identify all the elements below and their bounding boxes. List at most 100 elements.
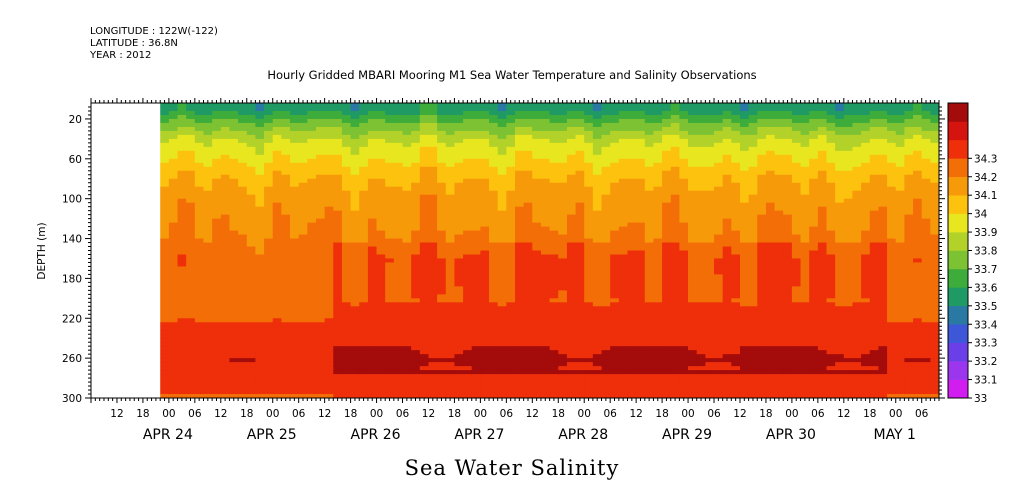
heatmap-cell <box>307 154 317 160</box>
heatmap-cell <box>428 366 438 371</box>
heatmap-cell <box>281 382 291 387</box>
heatmap-cell <box>186 262 196 267</box>
heatmap-cell <box>540 282 551 287</box>
heatmap-cell <box>558 170 568 176</box>
heatmap-cell <box>618 186 628 192</box>
heatmap-cell <box>350 342 360 347</box>
heatmap-cell <box>618 154 628 160</box>
heatmap-cell <box>359 238 369 243</box>
heatmap-cell <box>497 230 507 235</box>
heatmap-cell <box>229 306 239 311</box>
heatmap-cell <box>549 222 559 227</box>
heatmap-cell <box>402 126 412 132</box>
heatmap-cell <box>584 174 594 180</box>
heatmap-cell <box>463 110 473 116</box>
heatmap-cell <box>255 230 265 235</box>
heatmap-cell <box>705 250 715 255</box>
heatmap-cell <box>333 134 343 140</box>
heatmap-cell <box>532 342 542 347</box>
chart-title: Hourly Gridded MBARI Mooring M1 Sea Wate… <box>267 68 756 82</box>
heatmap-cell <box>333 138 343 144</box>
heatmap-cell <box>367 226 377 231</box>
heatmap-cell <box>540 318 551 323</box>
heatmap-cell <box>662 190 672 196</box>
heatmap-cell <box>437 190 447 196</box>
heatmap-cell <box>255 366 265 371</box>
heatmap-cell <box>194 126 204 132</box>
heatmap-cell <box>220 318 230 323</box>
heatmap-cell <box>341 158 351 164</box>
heatmap-cell <box>575 130 585 136</box>
heatmap-cell <box>229 134 239 140</box>
heatmap-cell <box>246 174 256 180</box>
heatmap-cell <box>238 198 248 204</box>
heatmap-cell <box>385 234 395 239</box>
heatmap-cell <box>419 274 429 279</box>
heatmap-cell <box>662 378 672 383</box>
heatmap-cell <box>428 230 438 235</box>
heatmap-cell <box>463 210 473 216</box>
heatmap-cell <box>376 170 386 176</box>
heatmap-cell <box>203 286 213 291</box>
heatmap-cell <box>592 230 602 235</box>
heatmap-cell <box>662 202 672 208</box>
heatmap-cell <box>540 130 551 136</box>
heatmap-cell <box>333 142 343 148</box>
heatmap-cell <box>186 326 196 331</box>
heatmap-cell <box>220 282 230 287</box>
heatmap-cell <box>160 178 170 184</box>
heatmap-cell <box>523 230 533 235</box>
heatmap-cell <box>367 158 377 164</box>
heatmap-cell <box>419 190 429 196</box>
heatmap-cell <box>696 246 706 251</box>
heatmap-cell <box>367 178 377 184</box>
heatmap-cell <box>385 126 395 132</box>
heatmap-cell <box>160 234 170 239</box>
heatmap-cell <box>298 354 308 359</box>
heatmap-cell <box>610 310 620 315</box>
heatmap-cell <box>523 142 533 148</box>
heatmap-cell <box>307 142 317 148</box>
heatmap-cell <box>264 114 274 120</box>
heatmap-cell <box>523 298 533 303</box>
heatmap-cell <box>636 250 646 255</box>
heatmap-cell <box>592 246 602 251</box>
heatmap-cell <box>290 334 300 339</box>
heatmap-cell <box>618 342 628 347</box>
heatmap-cell <box>566 306 576 311</box>
heatmap-cell <box>246 378 256 383</box>
heatmap-cell <box>506 142 516 148</box>
heatmap-cell <box>662 158 672 164</box>
heatmap-cell <box>367 170 377 176</box>
heatmap-cell <box>350 218 360 223</box>
heatmap-cell <box>662 350 672 355</box>
heatmap-cell <box>428 294 438 299</box>
heatmap-cell <box>575 378 585 383</box>
heatmap-cell <box>220 234 230 239</box>
heatmap-cell <box>506 354 516 359</box>
heatmap-cell <box>229 126 239 132</box>
heatmap-cell <box>618 290 628 295</box>
heatmap-cell <box>636 138 646 144</box>
heatmap-cell <box>679 386 689 391</box>
heatmap-cell <box>731 306 741 311</box>
heatmap-cell <box>644 306 654 311</box>
heatmap-cell <box>393 314 403 319</box>
heatmap-cell <box>238 378 248 383</box>
heatmap-cell <box>653 266 663 271</box>
heatmap-cell <box>281 174 291 180</box>
heatmap-cell <box>610 170 620 176</box>
heatmap-cell <box>636 302 646 307</box>
heatmap-cell <box>532 166 542 172</box>
heatmap-cell <box>601 194 611 200</box>
heatmap-cell <box>584 198 594 204</box>
heatmap-cell <box>160 226 170 231</box>
heatmap-cell <box>549 374 559 379</box>
heatmap-cell <box>489 178 499 184</box>
heatmap-cell <box>428 314 438 319</box>
heatmap-cell <box>627 274 637 279</box>
heatmap-cell <box>532 370 542 375</box>
heatmap-cell <box>688 106 698 112</box>
heatmap-cell <box>688 254 698 259</box>
heatmap-cell <box>601 162 611 168</box>
